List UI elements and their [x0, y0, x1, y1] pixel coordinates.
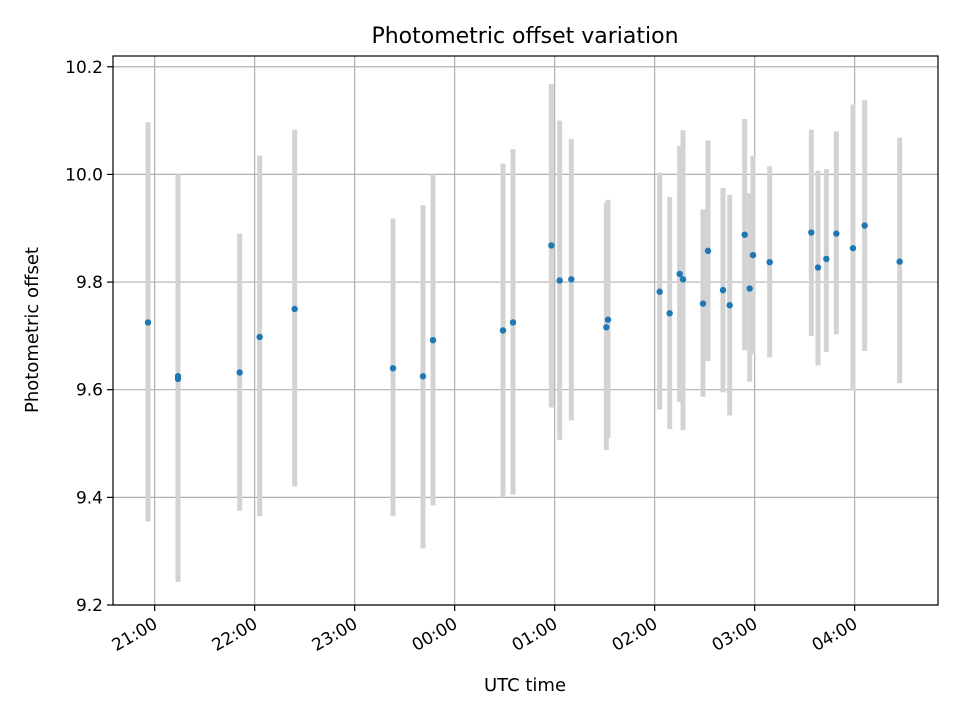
y-tick-label: 9.4	[76, 488, 103, 508]
data-point	[749, 251, 757, 259]
data-point	[833, 230, 840, 237]
x-tick-label: 22:00	[209, 614, 261, 656]
data-point	[236, 369, 243, 376]
x-tick-label: 03:00	[709, 614, 761, 656]
data-point	[556, 277, 563, 284]
data-point	[291, 305, 298, 313]
y-axis-ticks: 9.2 9.4 9.6 9.8 10.0 10.2	[65, 58, 113, 616]
x-axis-label: UTC time	[484, 675, 566, 696]
data-point	[704, 247, 712, 255]
data-point	[746, 285, 753, 292]
data-point	[548, 242, 555, 249]
chart-title: Photometric offset variation	[371, 24, 678, 49]
data-point	[676, 270, 683, 278]
y-tick-label: 9.6	[76, 381, 103, 401]
y-axis-label: Photometric offset	[22, 247, 43, 413]
data-point	[823, 255, 830, 263]
data-point	[499, 327, 507, 334]
y-tick-label: 10.0	[65, 165, 103, 185]
data-point	[603, 324, 610, 331]
data-point	[256, 333, 263, 341]
error-bars	[145, 83, 903, 582]
y-tick-label: 10.2	[65, 58, 103, 78]
data-point	[814, 264, 822, 271]
data-point	[656, 288, 663, 295]
data-point	[568, 276, 575, 283]
data-point	[509, 319, 517, 326]
data-point	[144, 319, 152, 326]
data-point	[741, 231, 748, 238]
data-point	[666, 310, 673, 317]
y-tick-label: 9.8	[76, 273, 103, 293]
grid-lines	[113, 56, 938, 606]
data-point	[604, 316, 612, 323]
data-point	[726, 302, 733, 309]
x-tick-label: 04:00	[809, 614, 861, 656]
x-tick-label: 00:00	[409, 614, 461, 656]
data-point	[861, 222, 868, 229]
x-axis-ticks: 21:00 22:00 23:00 00:00 01:00 02:00 03:00 04:00	[109, 605, 861, 656]
data-point	[419, 373, 427, 380]
plot-frame	[112, 55, 939, 606]
x-tick-label: 01:00	[509, 614, 561, 656]
x-tick-label: 02:00	[609, 614, 661, 656]
data-point	[679, 276, 687, 283]
data-points	[144, 222, 903, 383]
data-point	[389, 364, 397, 372]
data-point	[429, 336, 437, 344]
x-tick-label: 23:00	[309, 614, 361, 656]
data-point	[896, 258, 903, 265]
data-point	[849, 244, 857, 252]
data-point	[719, 286, 727, 294]
data-point	[808, 229, 815, 236]
y-tick-label: 9.2	[76, 596, 103, 616]
x-tick-label: 21:00	[109, 614, 161, 656]
data-point	[174, 375, 182, 383]
data-point	[766, 258, 773, 266]
data-point	[699, 300, 707, 307]
